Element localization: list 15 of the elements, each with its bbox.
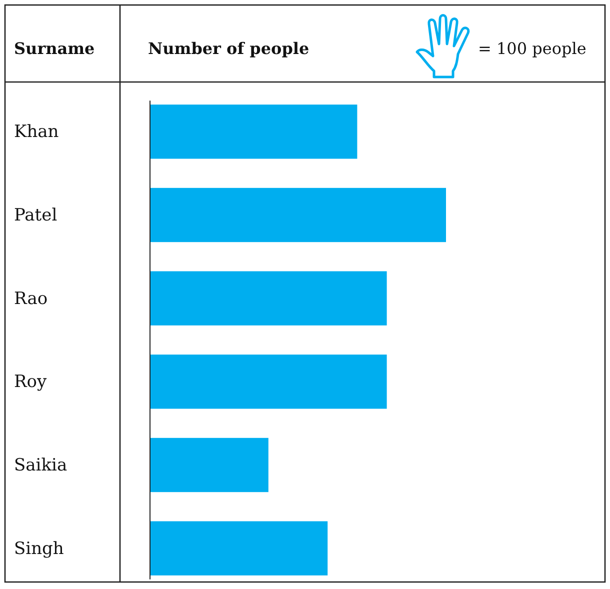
bar [150,354,387,409]
y-axis-title: Surname [14,39,95,58]
y-tick-label: Patel [14,205,58,226]
bar [150,438,268,492]
bar [150,271,387,326]
y-tick-label: Rao [14,288,48,309]
x-axis-title: Number of people [148,39,310,58]
y-tick-label: Khan [14,122,59,142]
y-tick-label: Roy [14,372,48,392]
bar [150,104,358,159]
bar [150,521,328,576]
y-tick-label: Saikia [14,455,68,476]
bar [150,188,446,242]
y-tick-label: Singh [14,538,64,559]
text: = 100 people [478,39,586,58]
